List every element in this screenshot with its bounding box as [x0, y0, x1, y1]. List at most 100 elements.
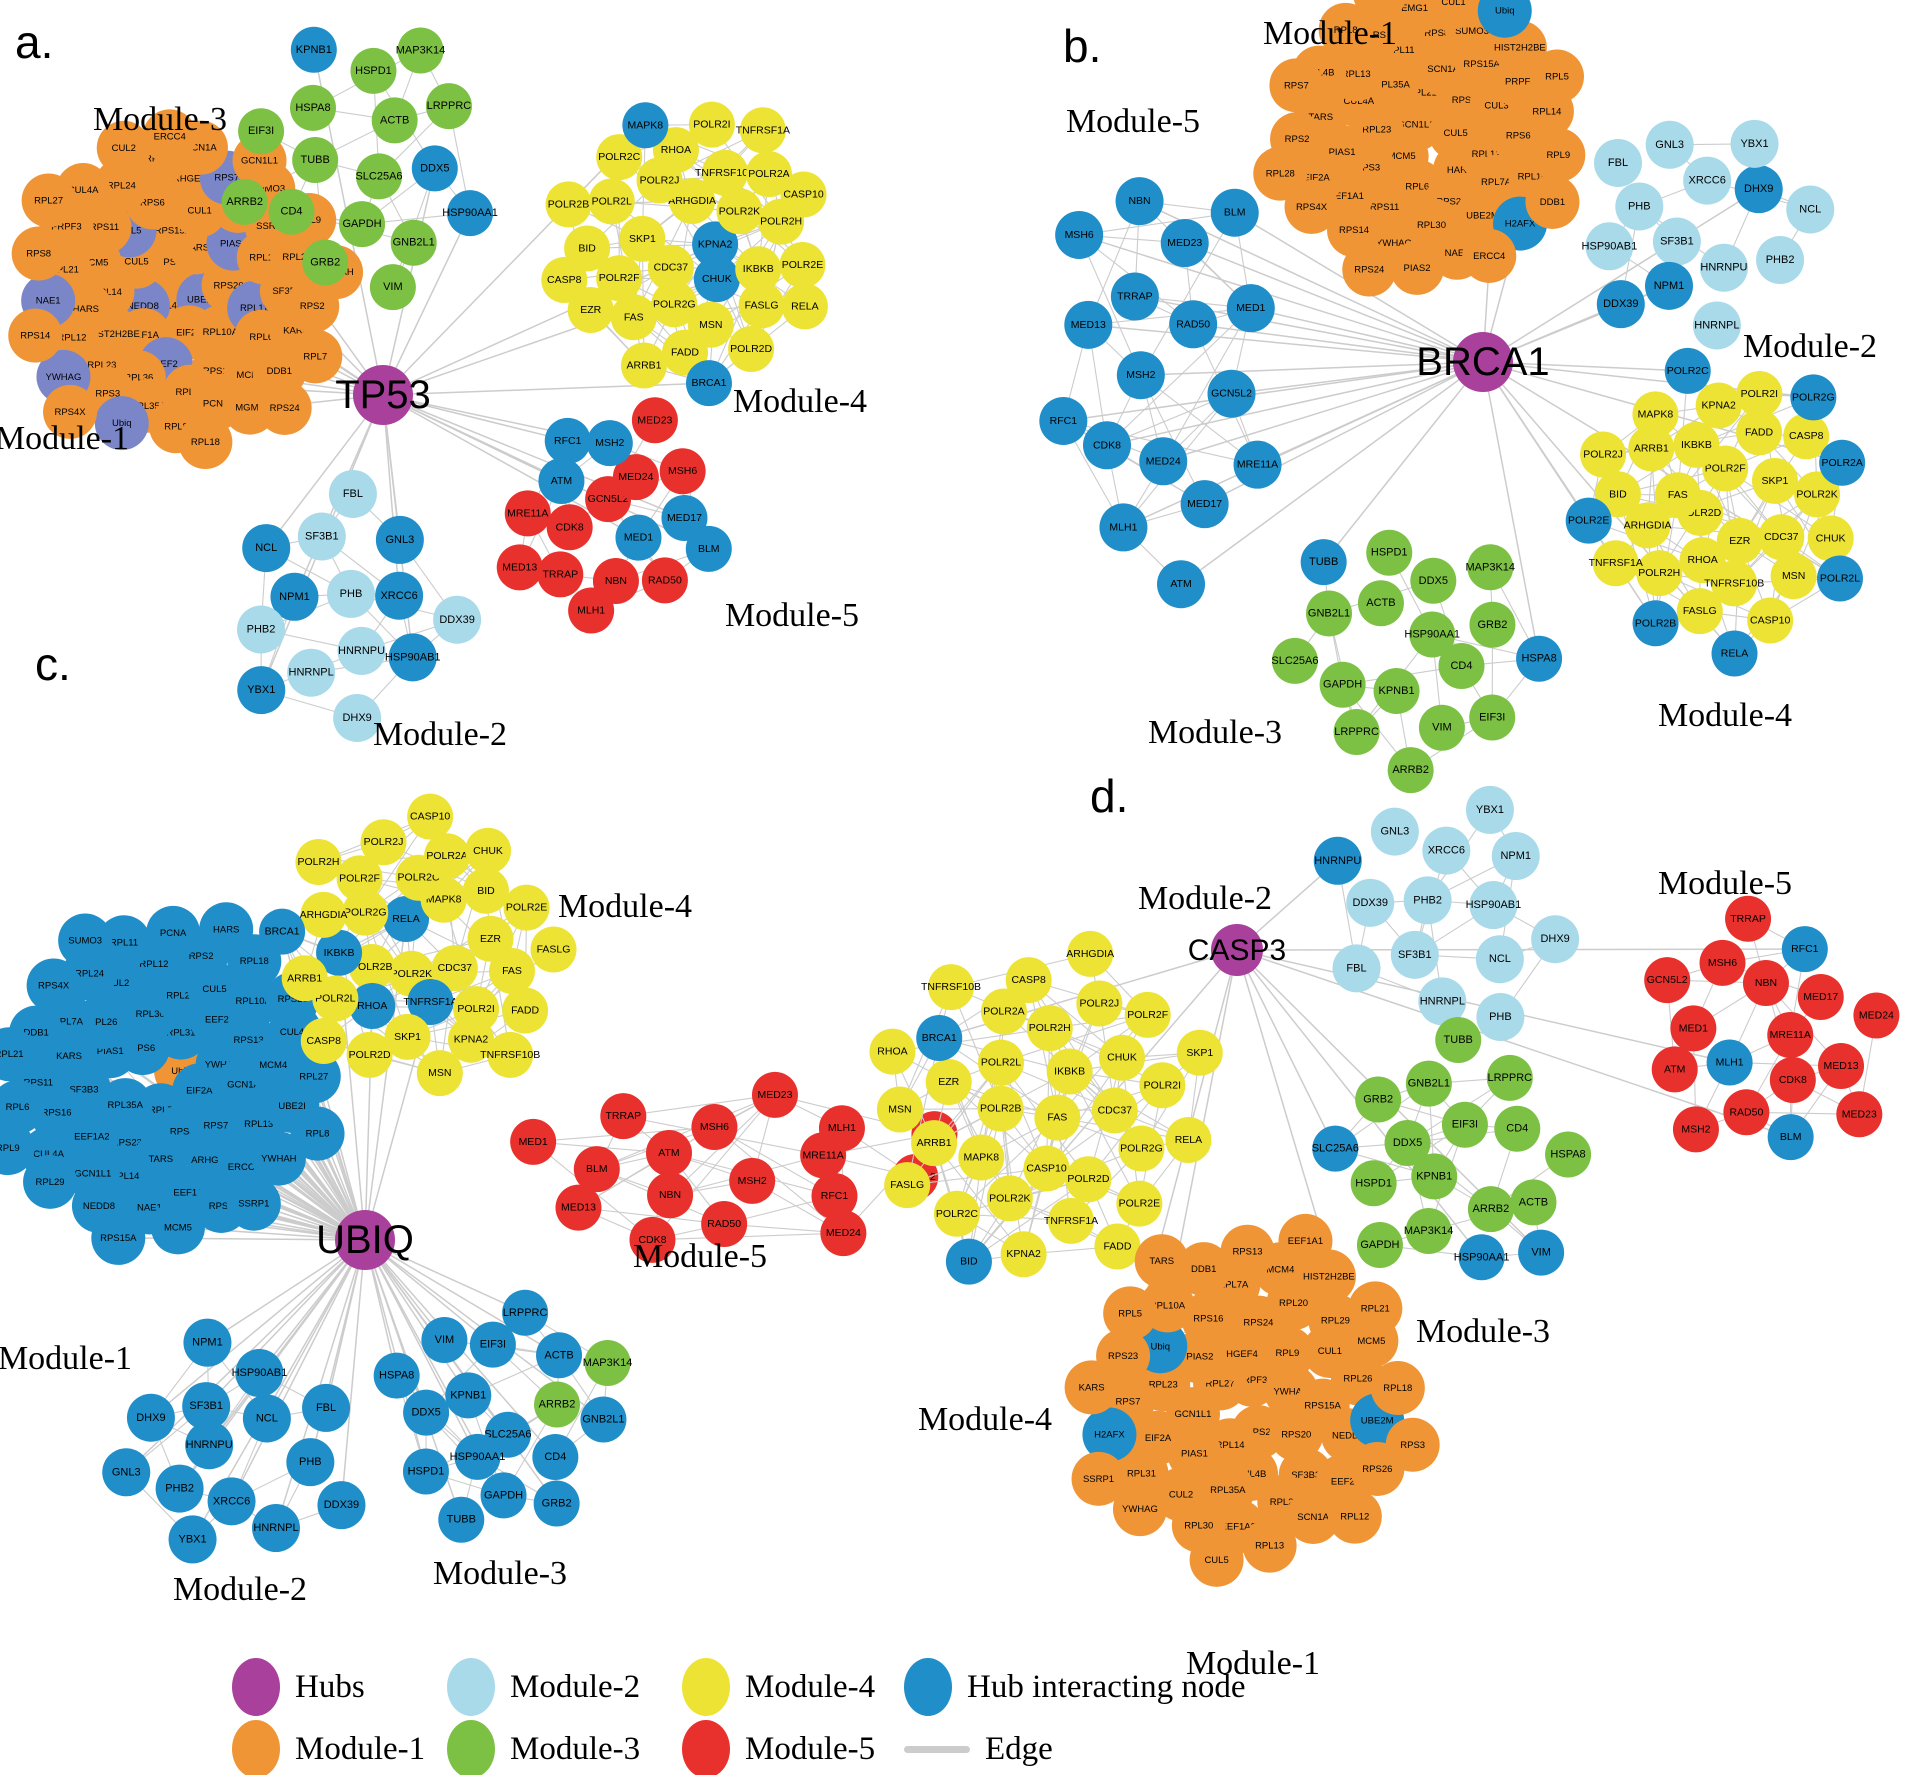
node-cd4[interactable]: CD4	[1494, 1105, 1541, 1152]
node-brca1[interactable]: BRCA1	[916, 1015, 963, 1062]
node-ercc4[interactable]: ERCC4	[1462, 228, 1517, 283]
node-rela[interactable]: RELA	[1165, 1117, 1212, 1164]
node-polr2h[interactable]: POLR2H	[1026, 1005, 1073, 1052]
node-ddx5[interactable]: DDX5	[411, 145, 458, 192]
node-trrap[interactable]: TRRAP	[1725, 895, 1772, 942]
node-slc25a6[interactable]: SLC25A6	[1271, 637, 1318, 684]
node-gnl3[interactable]: GNL3	[102, 1448, 151, 1497]
node-tubb[interactable]: TUBB	[1435, 1016, 1482, 1063]
node-fadd[interactable]: FADD	[502, 987, 549, 1034]
node-tubb[interactable]: TUBB	[438, 1496, 485, 1543]
node-gcn5l2[interactable]: GCN5L2	[1644, 957, 1691, 1004]
node-arrb2[interactable]: ARRB2	[1467, 1186, 1514, 1233]
node-rps3[interactable]: RPS3	[1385, 1417, 1440, 1472]
node-chuk[interactable]: CHUK	[465, 827, 512, 874]
node-casp8[interactable]: CASP8	[300, 1017, 347, 1064]
node-hspd1[interactable]: HSPD1	[402, 1448, 449, 1495]
node-polr2j[interactable]: POLR2J	[1076, 980, 1123, 1027]
node-rps4x[interactable]: RPS4X	[26, 958, 81, 1013]
node-mapk8[interactable]: MAPK8	[622, 102, 669, 149]
node-fas[interactable]: FAS	[1034, 1094, 1081, 1141]
node-polr2e[interactable]: POLR2E	[779, 241, 826, 288]
node-msn[interactable]: MSN	[1770, 553, 1817, 600]
hub-brca1[interactable]: BRCA1	[1416, 332, 1550, 392]
node-tars[interactable]: TARS	[1134, 1234, 1189, 1289]
node-polr2i[interactable]: POLR2I	[1139, 1062, 1186, 1109]
node-brca1[interactable]: BRCA1	[685, 360, 732, 407]
node-phb[interactable]: PHB	[1476, 993, 1525, 1042]
node-polr2i[interactable]: POLR2I	[688, 101, 735, 148]
node-hsp90aa1[interactable]: HSP90AA1	[1454, 1234, 1510, 1281]
node-actb[interactable]: ACTB	[536, 1332, 583, 1379]
node-polr2l[interactable]: POLR2L	[977, 1039, 1024, 1086]
node-casp10[interactable]: CASP10	[1023, 1145, 1070, 1192]
node-gapdh[interactable]: GAPDH	[1319, 661, 1366, 708]
node-blm[interactable]: BLM	[685, 525, 732, 572]
node-bid[interactable]: BID	[462, 867, 509, 914]
node-polr2e[interactable]: POLR2E	[1565, 497, 1612, 544]
node-tubb[interactable]: TUBB	[1300, 539, 1347, 586]
node-lrpprc[interactable]: LRPPRC	[1486, 1054, 1533, 1101]
node-polr2e[interactable]: POLR2E	[503, 884, 550, 931]
node-mlh1[interactable]: MLH1	[568, 587, 615, 634]
hub-tp53[interactable]: TP53	[335, 365, 431, 425]
node-polr2i[interactable]: POLR2I	[1736, 370, 1783, 417]
node-trrap[interactable]: TRRAP	[1110, 272, 1159, 321]
node-grb2[interactable]: GRB2	[302, 239, 349, 286]
node-rpl27[interactable]: RPL27	[21, 173, 76, 228]
node-gnl3[interactable]: GNL3	[1645, 120, 1694, 169]
node-slc25a6[interactable]: SLC25A6	[1312, 1125, 1359, 1172]
node-casp8[interactable]: CASP8	[541, 257, 588, 304]
node-med17[interactable]: MED17	[1180, 480, 1229, 529]
node-vim[interactable]: VIM	[1518, 1229, 1565, 1276]
node-med13[interactable]: MED13	[555, 1184, 602, 1231]
node-rpl21[interactable]: RPL21	[1348, 1281, 1403, 1336]
node-rpl9[interactable]: RPL9	[1531, 128, 1586, 183]
node-polr2c[interactable]: POLR2C	[1664, 347, 1711, 394]
node-polr2l[interactable]: POLR2L	[588, 178, 635, 225]
node-faslg[interactable]: FASLG	[1676, 588, 1723, 635]
node-sf3b1[interactable]: SF3B1	[1390, 930, 1439, 979]
node-sf3b1[interactable]: SF3B1	[1652, 217, 1701, 266]
node-mlh1[interactable]: MLH1	[1706, 1039, 1753, 1086]
node-msh6[interactable]: MSH6	[1699, 939, 1746, 986]
node-fas[interactable]: FAS	[610, 294, 657, 341]
node-ncl[interactable]: NCL	[1475, 935, 1524, 984]
node-skp1[interactable]: SKP1	[1751, 457, 1798, 504]
node-ddx5[interactable]: DDX5	[1384, 1120, 1431, 1167]
node-ddx39[interactable]: DDX39	[1596, 280, 1645, 329]
node-polr2b[interactable]: POLR2B	[977, 1085, 1024, 1132]
node-ikbkb[interactable]: IKBKB	[1673, 421, 1720, 468]
node-ywhah[interactable]: YWHAH	[1353, 0, 1407, 21]
node-gnb2l1[interactable]: GNB2L1	[580, 1396, 627, 1443]
node-polr2d[interactable]: POLR2D	[728, 326, 775, 373]
node-eif3i[interactable]: EIF3I	[238, 108, 285, 155]
node-actb[interactable]: ACTB	[1357, 580, 1404, 627]
node-tnfrsf10b[interactable]: TNFRSF10B	[921, 964, 981, 1011]
node-rpl8[interactable]: RPL8	[290, 1106, 345, 1161]
node-ikbkb[interactable]: IKBKB	[1046, 1048, 1093, 1095]
node-hnrnpl[interactable]: HNRNPL	[252, 1504, 301, 1553]
node-msn[interactable]: MSN	[876, 1086, 923, 1133]
node-grb2[interactable]: GRB2	[533, 1480, 580, 1527]
node-ddb1[interactable]: DDB1	[1525, 174, 1580, 229]
node-kpnb1[interactable]: KPNB1	[290, 26, 337, 73]
node-arrb2[interactable]: ARRB2	[1387, 747, 1434, 794]
node-cd4[interactable]: CD4	[268, 188, 315, 235]
node-rela[interactable]: RELA	[781, 283, 828, 330]
node-polr2d[interactable]: POLR2D	[346, 1031, 393, 1078]
node-xrcc6[interactable]: XRCC6	[375, 571, 424, 620]
node-blm[interactable]: BLM	[1767, 1114, 1814, 1161]
node-med17[interactable]: MED17	[1797, 973, 1844, 1020]
node-map3k14[interactable]: MAP3K14	[583, 1339, 633, 1386]
node-casp8[interactable]: CASP8	[1005, 957, 1052, 1004]
node-polr2d[interactable]: POLR2D	[1065, 1156, 1112, 1203]
node-vim[interactable]: VIM	[369, 264, 416, 311]
node-msh6[interactable]: MSH6	[659, 448, 706, 495]
node-casp10[interactable]: CASP10	[1747, 597, 1794, 644]
node-trrap[interactable]: TRRAP	[600, 1093, 647, 1140]
hub-ubiq[interactable]: UBIQ	[316, 1210, 414, 1270]
node-ddx5[interactable]: DDX5	[1410, 557, 1457, 604]
node-rfc1[interactable]: RFC1	[1039, 397, 1088, 446]
node-rps7[interactable]: RPS7	[1269, 58, 1324, 113]
